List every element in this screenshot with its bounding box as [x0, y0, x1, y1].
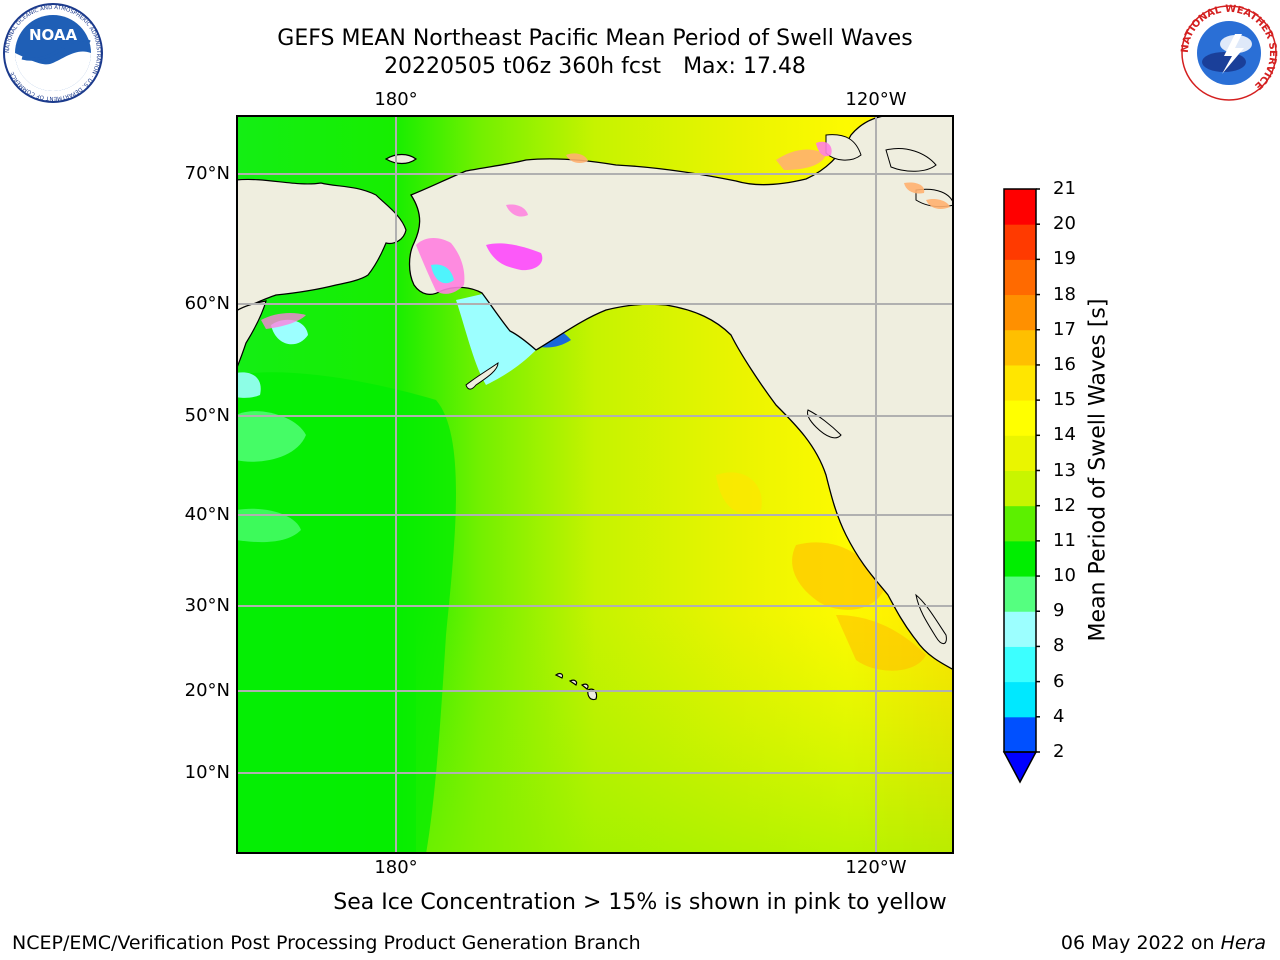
- colorbar-segment: [1004, 224, 1036, 260]
- lat-label-20n: 20°N: [184, 680, 230, 701]
- colorbar-segment: [1004, 189, 1036, 225]
- colorbar-tick-label: 15: [1053, 389, 1076, 411]
- sea-ice: [506, 204, 528, 217]
- lat-label-30n: 30°N: [184, 595, 230, 616]
- sea-ice: [431, 264, 454, 284]
- colorbar-tick-label: 4: [1053, 705, 1065, 727]
- lon-label-bottom-120w: 120°W: [845, 857, 907, 878]
- map-title: GEFS MEAN Northeast Pacific Mean Period …: [277, 26, 913, 51]
- land-baja: [915, 593, 947, 644]
- colorbar-segment: [1004, 329, 1036, 366]
- colorbar-tick-label: 19: [1053, 248, 1076, 270]
- colorbar-tick-label: 8: [1053, 635, 1065, 657]
- sea-ice: [261, 312, 306, 329]
- colorbar-segment: [1004, 611, 1036, 647]
- swell-patch: [236, 372, 261, 398]
- colorbar-tick-label: 12: [1053, 494, 1076, 516]
- colorbar: [1002, 188, 1040, 784]
- lon-label-bottom-180: 180°: [374, 857, 418, 878]
- swell-period-map: [236, 115, 954, 854]
- swell-patch: [716, 472, 762, 514]
- colorbar-segment: [1004, 540, 1036, 577]
- long-period-band: [236, 372, 456, 854]
- land-hawaii: [568, 679, 578, 686]
- lat-label-60n: 60°N: [184, 293, 230, 314]
- colorbar-segment: [1004, 716, 1036, 753]
- land-arctic-island: [825, 134, 862, 161]
- land-siberia: [236, 178, 407, 312]
- colorbar-segment: [1004, 576, 1036, 612]
- forecast-date: 20220505 t06z 360h fcst: [384, 54, 662, 79]
- colorbar-segment: [1004, 505, 1036, 542]
- colorbar-segment: [1004, 400, 1036, 436]
- noaa-logo: NOAA NATIONAL OCEANIC AND ATMOSPHERIC AD…: [3, 3, 103, 103]
- sea-ice: [566, 153, 588, 163]
- colorbar-extend-triangle: [1002, 751, 1038, 784]
- colorbar-tick-label: 14: [1053, 424, 1076, 446]
- colorbar-tick-label: 20: [1053, 213, 1076, 235]
- colorbar-tick-label: 6: [1053, 670, 1065, 692]
- footer-date: 06 May 2022 on Hera: [1061, 932, 1266, 954]
- footer-machine: Hera: [1220, 932, 1266, 954]
- land-alaska-canada: [408, 115, 954, 671]
- swell-patch: [836, 615, 926, 671]
- colorbar-tick-label: 13: [1053, 459, 1076, 481]
- land-aleutians: [465, 362, 499, 390]
- colorbar-segment: [1004, 294, 1036, 331]
- lon-label-top-120w: 120°W: [845, 89, 907, 110]
- land-hawaii: [580, 683, 589, 690]
- map-frame: [236, 115, 954, 854]
- sea-ice: [486, 243, 543, 271]
- lat-label-70n: 70°N: [184, 163, 230, 184]
- lon-label-top-180: 180°: [374, 89, 418, 110]
- lat-label-50n: 50°N: [184, 405, 230, 426]
- footer-branch: NCEP/EMC/Verification Post Processing Pr…: [12, 932, 641, 954]
- noaa-logo-text: NOAA: [29, 26, 78, 44]
- land-hawaii: [554, 672, 564, 679]
- colorbar-segment: [1004, 646, 1036, 683]
- colorbar-segment: [1004, 435, 1036, 471]
- map-subtitle: 20220505 t06z 360h fcst Max: 17.48: [0, 54, 1190, 79]
- colorbar-label: Mean Period of Swell Waves [s]: [1085, 298, 1111, 642]
- colorbar-segment: [1004, 470, 1036, 507]
- nws-logo: NATIONAL WEATHER SERVICE: [1180, 4, 1278, 101]
- sea-ice: [776, 149, 826, 170]
- colorbar-tick-label: 9: [1053, 600, 1065, 622]
- colorbar-tick-label: 10: [1053, 565, 1076, 587]
- colorbar-segment: [1004, 364, 1036, 401]
- sea-ice-note: Sea Ice Concentration > 15% is shown in …: [333, 890, 947, 915]
- colorbar-segment: [1004, 681, 1036, 718]
- sea-ice: [816, 141, 832, 157]
- colorbar-tick-label: 17: [1053, 318, 1076, 340]
- sea-ice: [926, 198, 950, 209]
- colorbar-tick-label: 18: [1053, 283, 1076, 305]
- colorbar-segment: [1004, 259, 1036, 296]
- sea-ice: [904, 182, 925, 194]
- colorbar-tick-label: 16: [1053, 353, 1076, 375]
- lat-label-40n: 40°N: [184, 504, 230, 525]
- max-value: Max: 17.48: [683, 54, 806, 79]
- land-arctic-island: [885, 148, 937, 172]
- colorbar-tick-label: 21: [1053, 178, 1076, 199]
- swell-patch: [236, 508, 301, 543]
- colorbar-tick-label: 11: [1053, 529, 1076, 551]
- swell-patch: [236, 411, 306, 462]
- colorbar-tick-label: 2: [1053, 741, 1065, 762]
- footer-date-text: 06 May 2022 on: [1060, 932, 1221, 954]
- lat-label-10n: 10°N: [184, 762, 230, 783]
